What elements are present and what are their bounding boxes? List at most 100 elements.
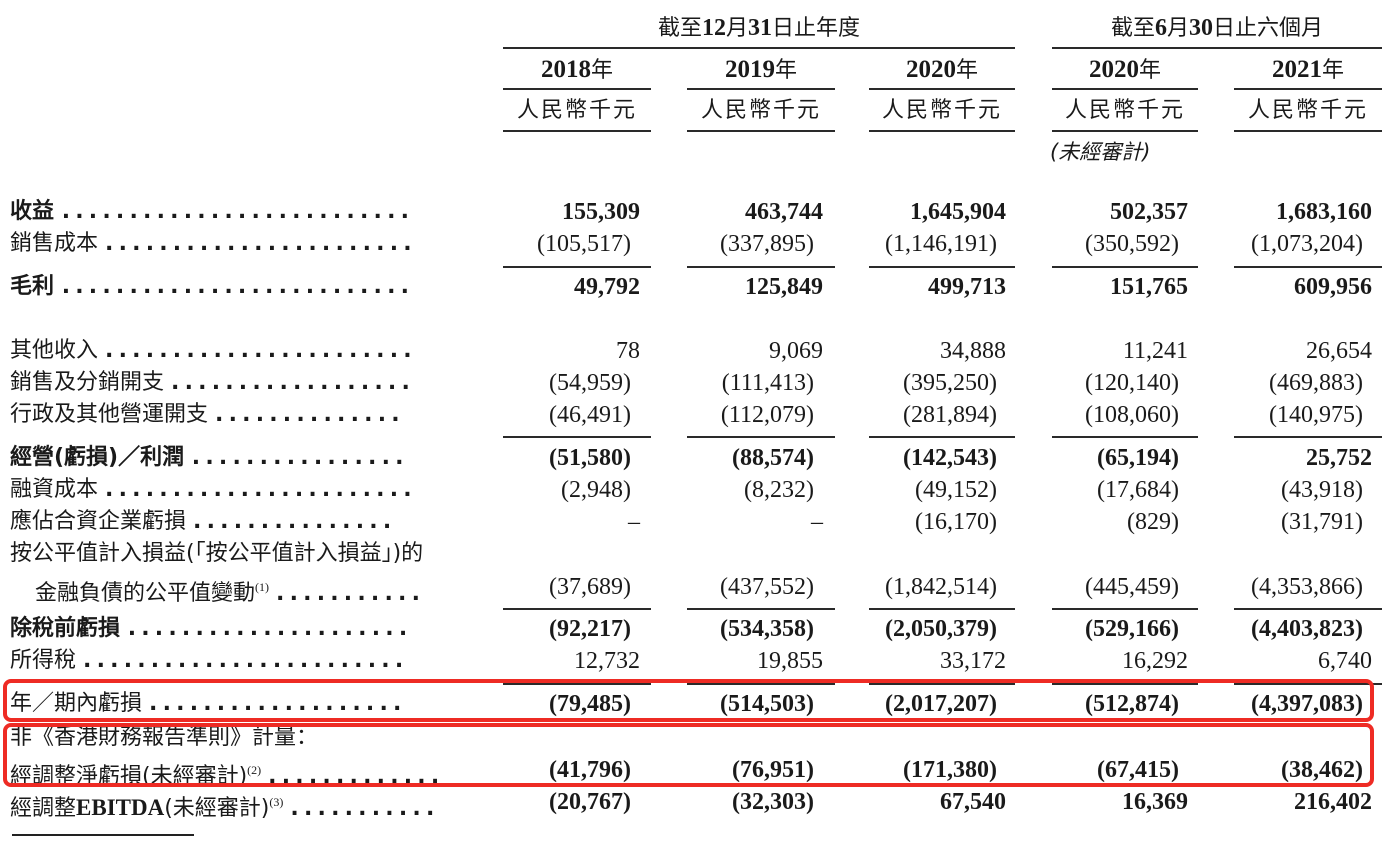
cell-value: (512,874) (1085, 691, 1179, 717)
cell-value: 216,402 (1294, 789, 1372, 815)
cell-value: (37,689) (549, 574, 631, 600)
year-suffix: 年 (1138, 58, 1161, 83)
cell-value: (281,894) (903, 402, 997, 428)
cell-value: (88,574) (732, 445, 814, 471)
year-number: 2020 (1088, 56, 1139, 83)
cell-value: (4,353,866) (1251, 574, 1363, 600)
subtotal-rule (503, 266, 651, 268)
cell-value: (54,959) (549, 370, 631, 396)
subtotal-rule (503, 436, 651, 438)
row-label: 年／期內虧損 ................... (10, 689, 480, 719)
subtotal-rule (687, 608, 835, 610)
column-unit-header: 人民幣千元 (881, 98, 1002, 123)
cell-value: (46,491) (549, 402, 631, 428)
row-label: 收益 .......................... (10, 197, 480, 227)
subtotal-rule (1052, 266, 1198, 268)
row-label-text: 銷售及分銷開支 (10, 370, 165, 395)
subtotal-rule (687, 266, 835, 268)
leader-dots: ....................... (105, 231, 417, 256)
row-label: 所得稅 ........................ (10, 646, 480, 676)
cell-value: 12,732 (574, 648, 640, 674)
year-suffix: 年 (590, 58, 613, 83)
row-label: 銷售成本 ....................... (10, 229, 480, 259)
cell-value: (111,413) (721, 370, 814, 396)
cell-value: 49,792 (574, 274, 640, 300)
row-label: 按公平值計入損益(「按公平值計入損益」)的 (10, 539, 480, 569)
year-suffix: 年 (955, 58, 978, 83)
column-year-header: 2019年 (687, 52, 835, 84)
table-row: 非《香港財務報告準則》計量： (0, 723, 1390, 755)
cell-value: (16,170) (915, 509, 997, 535)
year-number: 2019 (724, 56, 775, 83)
cell-value: (437,552) (720, 574, 814, 600)
subtotal-rule (687, 436, 835, 438)
subtotal-rule (1234, 266, 1382, 268)
cell-value: 499,713 (928, 274, 1006, 300)
cell-value: 33,172 (940, 648, 1006, 674)
table-row: 毛利 .......................... 49,792 125,8… (0, 272, 1390, 304)
cell-value: 26,654 (1306, 338, 1372, 364)
group-title-text: 日止年度 (772, 16, 861, 41)
column-rule (1234, 130, 1382, 132)
column-rule (869, 130, 1015, 132)
subtotal-rule (503, 683, 651, 685)
column-unaudited-note: (未經審計) (1050, 140, 1151, 164)
cell-value: (112,079) (720, 402, 814, 428)
column-unit-header: 人民幣千元 (700, 98, 821, 123)
table-row: 除稅前虧損 ..................... (92,217) (534,… (0, 614, 1390, 646)
cell-value: 25,752 (1306, 445, 1372, 471)
leader-dots: ............... (193, 509, 397, 534)
cell-value: (2,948) (561, 477, 631, 503)
group-rule-annual (503, 47, 1015, 49)
cell-value: 6,740 (1318, 648, 1372, 674)
year-number: 2018 (540, 56, 591, 83)
cell-value: (445,459) (1085, 574, 1179, 600)
column-year-header: 2020年 (1052, 52, 1198, 84)
leader-dots: .................. (171, 370, 416, 395)
row-label-text: 經調整 (10, 796, 77, 821)
table-row: 金融負債的公平值變動(1) ........... (37,689) (437,55… (0, 572, 1390, 606)
year-suffix: 年 (1321, 58, 1344, 83)
table-row: 銷售及分銷開支 .................. (54,959) (111,4… (0, 368, 1390, 400)
row-label: 非《香港財務報告準則》計量： (10, 723, 480, 753)
row-label-text: 毛利 (10, 274, 55, 299)
cell-value: 34,888 (940, 338, 1006, 364)
leader-dots: ....................... (105, 338, 417, 363)
subtotal-rule (1234, 436, 1382, 438)
row-label: 應佔合資企業虧損 ............... (10, 507, 480, 537)
row-label: 行政及其他營運開支 .............. (10, 400, 480, 430)
group-title-month: 6 (1154, 15, 1167, 41)
cell-value: 11,241 (1122, 338, 1188, 364)
year-number: 2020 (905, 56, 956, 83)
cell-value: (49,152) (915, 477, 997, 503)
column-rule (869, 88, 1015, 90)
cell-value: 67,540 (940, 789, 1006, 815)
footnote-divider (12, 834, 194, 836)
cell-value: (43,918) (1281, 477, 1363, 503)
leader-dots: .......................... (61, 274, 415, 299)
cell-value: (76,951) (732, 757, 814, 783)
row-label-text: 年／期內虧損 (10, 691, 143, 716)
group-rule-interim (1052, 47, 1382, 49)
subtotal-rule (503, 608, 651, 610)
subtotal-rule (1234, 683, 1382, 685)
cell-value: (108,060) (1085, 402, 1179, 428)
cell-value: (65,194) (1097, 445, 1179, 471)
group-title-annual: 截至12月31日止年度 (503, 10, 1015, 42)
subtotal-rule (1052, 683, 1198, 685)
row-label-text: 除稅前虧損 (10, 616, 121, 641)
footnote-ref: (3) (269, 795, 284, 809)
column-unit-header: 人民幣千元 (1247, 98, 1368, 123)
row-label-text: 按公平值計入損益(「按公平值計入損益」)的 (10, 541, 424, 566)
column-rule (1052, 130, 1198, 132)
cell-value: (469,883) (1269, 370, 1363, 396)
group-title-text: 日止六個月 (1213, 16, 1324, 41)
row-label: 經營(虧損)／利潤 ................ (10, 443, 480, 473)
table-row: 應佔合資企業虧損 ............... – – (16,170) (829) (… (0, 507, 1390, 539)
subtotal-rule (1052, 608, 1198, 610)
column-rule (1234, 88, 1382, 90)
row-label-text: 經營(虧損)／利潤 (10, 445, 185, 470)
table-row: 經調整淨虧損(未經審計)(2) ............. (41,796) (76… (0, 755, 1390, 789)
subtotal-rule (687, 683, 835, 685)
row-label: 其他收入 ....................... (10, 336, 480, 366)
